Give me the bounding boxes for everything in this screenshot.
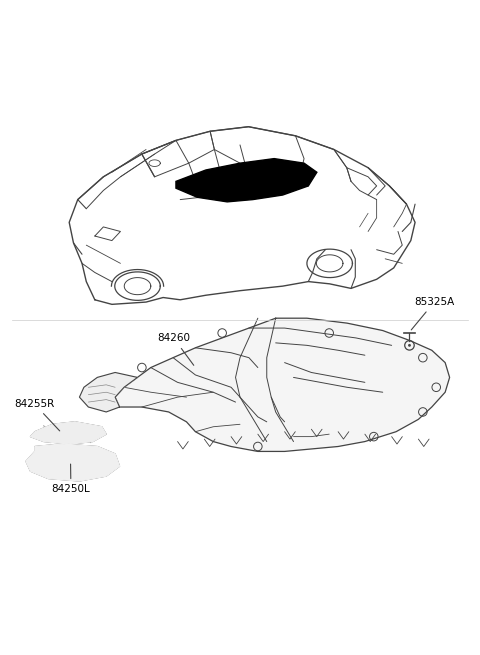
Polygon shape <box>80 373 137 412</box>
Text: 85325A: 85325A <box>411 297 455 330</box>
Polygon shape <box>176 159 317 202</box>
Text: 84260: 84260 <box>157 333 194 365</box>
Polygon shape <box>115 318 450 451</box>
Text: 84250L: 84250L <box>51 464 90 494</box>
Text: 84255R: 84255R <box>14 399 60 431</box>
Polygon shape <box>30 422 106 444</box>
Polygon shape <box>26 444 120 481</box>
Circle shape <box>408 344 411 346</box>
